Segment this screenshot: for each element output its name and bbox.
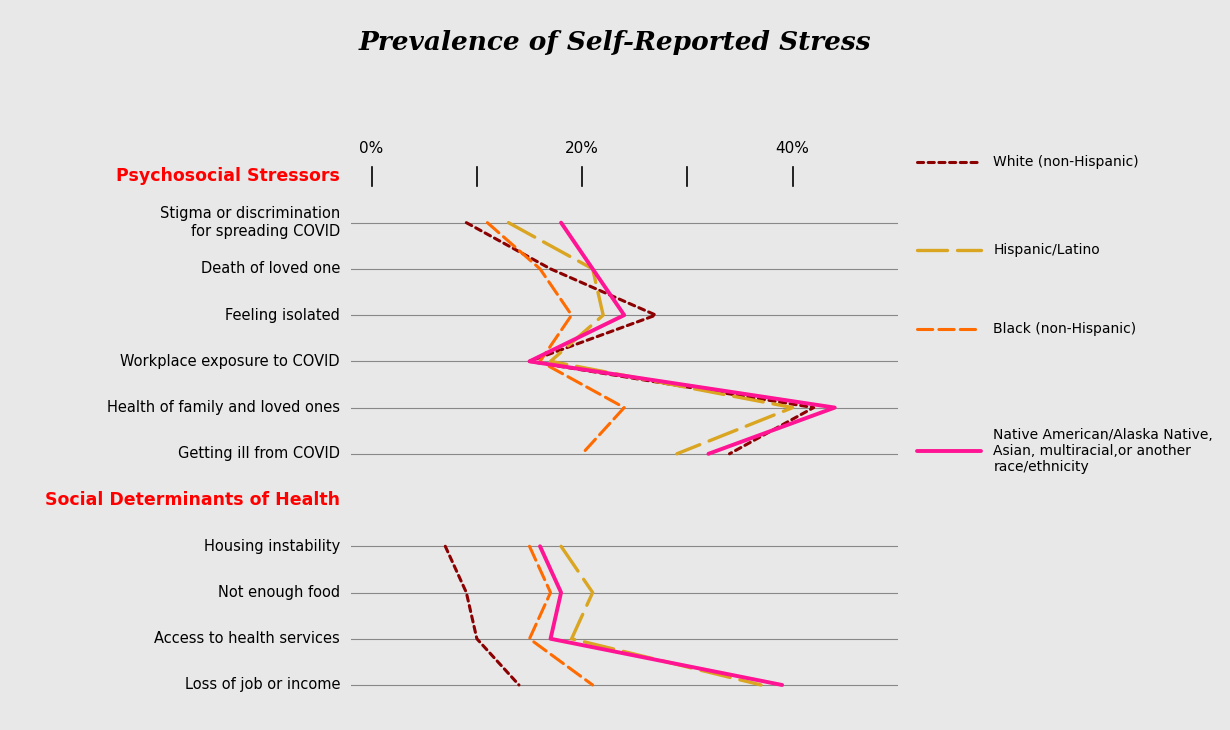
Text: Social Determinants of Health: Social Determinants of Health — [46, 491, 339, 509]
Text: 0%: 0% — [359, 141, 384, 155]
Text: Housing instability: Housing instability — [204, 539, 339, 554]
Text: Stigma or discrimination
for spreading COVID: Stigma or discrimination for spreading C… — [160, 207, 339, 239]
Text: Hispanic/Latino: Hispanic/Latino — [994, 242, 1100, 257]
Text: Feeling isolated: Feeling isolated — [225, 307, 339, 323]
Text: Loss of job or income: Loss of job or income — [184, 677, 339, 693]
Text: Death of loved one: Death of loved one — [200, 261, 339, 277]
Text: Psychosocial Stressors: Psychosocial Stressors — [116, 167, 339, 185]
Text: 20%: 20% — [565, 141, 599, 155]
Text: Not enough food: Not enough food — [218, 585, 339, 600]
Text: Health of family and loved ones: Health of family and loved ones — [107, 400, 339, 415]
Text: Access to health services: Access to health services — [154, 631, 339, 646]
Text: White (non-Hispanic): White (non-Hispanic) — [994, 155, 1139, 169]
Text: Black (non-Hispanic): Black (non-Hispanic) — [994, 321, 1137, 336]
Text: Native American/Alaska Native,
Asian, multiracial,or another
race/ethnicity: Native American/Alaska Native, Asian, mu… — [994, 428, 1213, 474]
Text: Prevalence of Self-Reported Stress: Prevalence of Self-Reported Stress — [359, 30, 871, 55]
Text: Workplace exposure to COVID: Workplace exposure to COVID — [121, 354, 339, 369]
Text: 40%: 40% — [776, 141, 809, 155]
Text: Getting ill from COVID: Getting ill from COVID — [178, 446, 339, 461]
